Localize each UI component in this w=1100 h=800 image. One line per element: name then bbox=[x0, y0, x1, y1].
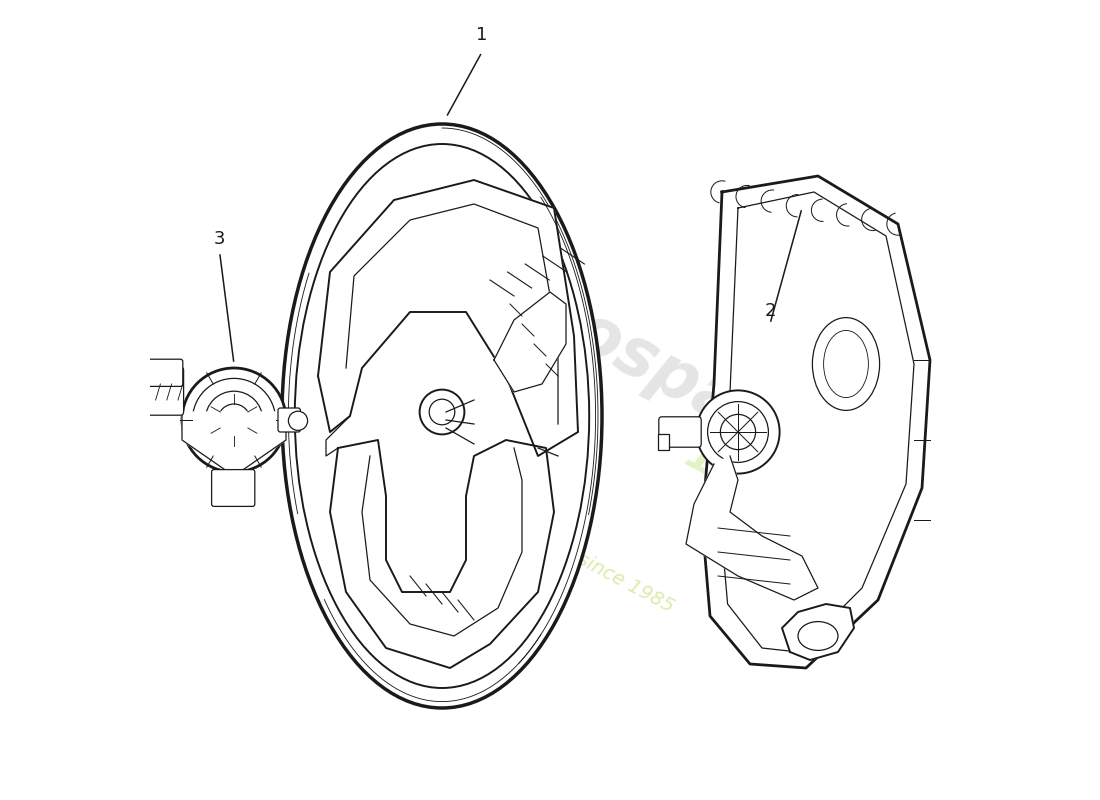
Ellipse shape bbox=[696, 390, 780, 474]
Polygon shape bbox=[702, 176, 930, 668]
FancyBboxPatch shape bbox=[658, 434, 669, 450]
Text: 1: 1 bbox=[476, 26, 487, 44]
Text: a passion since 1985: a passion since 1985 bbox=[487, 503, 676, 617]
Polygon shape bbox=[182, 412, 286, 476]
Text: eurospares: eurospares bbox=[452, 240, 856, 496]
Polygon shape bbox=[686, 456, 818, 600]
FancyBboxPatch shape bbox=[659, 417, 701, 447]
Ellipse shape bbox=[182, 368, 286, 472]
FancyBboxPatch shape bbox=[139, 367, 184, 415]
Polygon shape bbox=[318, 180, 578, 456]
Ellipse shape bbox=[282, 124, 602, 708]
Ellipse shape bbox=[813, 318, 880, 410]
Ellipse shape bbox=[419, 390, 464, 434]
Text: 3: 3 bbox=[213, 230, 226, 248]
FancyBboxPatch shape bbox=[278, 408, 300, 432]
Polygon shape bbox=[782, 604, 854, 660]
Text: 2: 2 bbox=[764, 302, 776, 320]
Text: 1985: 1985 bbox=[676, 434, 799, 526]
Polygon shape bbox=[330, 440, 554, 668]
Ellipse shape bbox=[288, 411, 308, 430]
FancyBboxPatch shape bbox=[211, 470, 255, 506]
FancyBboxPatch shape bbox=[147, 359, 183, 386]
Polygon shape bbox=[494, 292, 566, 392]
